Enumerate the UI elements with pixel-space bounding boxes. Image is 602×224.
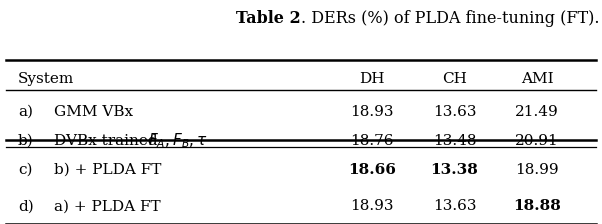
Text: $F_A, F_B, \tau$: $F_A, F_B, \tau$ (147, 131, 208, 150)
Text: 18.93: 18.93 (350, 199, 394, 213)
Text: CH: CH (442, 71, 467, 86)
Text: 20.91: 20.91 (515, 134, 559, 148)
Text: GMM VBx: GMM VBx (54, 105, 134, 119)
Text: 18.99: 18.99 (515, 163, 559, 177)
Text: 13.63: 13.63 (433, 105, 476, 119)
Text: 13.63: 13.63 (433, 199, 476, 213)
Text: 13.38: 13.38 (430, 163, 479, 177)
Text: d): d) (18, 199, 34, 213)
Text: 18.76: 18.76 (350, 134, 394, 148)
Text: b) + PLDA FT: b) + PLDA FT (54, 163, 162, 177)
Text: DVBx trained: DVBx trained (54, 134, 163, 148)
Text: 21.49: 21.49 (515, 105, 559, 119)
Text: a): a) (18, 105, 33, 119)
Text: c): c) (18, 163, 33, 177)
Text: b): b) (18, 134, 34, 148)
Text: System: System (18, 71, 74, 86)
Text: 13.48: 13.48 (433, 134, 476, 148)
Text: AMI: AMI (521, 71, 553, 86)
Text: 18.88: 18.88 (513, 199, 561, 213)
Text: . DERs (%) of PLDA fine-tuning (FT).: . DERs (%) of PLDA fine-tuning (FT). (301, 10, 600, 27)
Text: a) + PLDA FT: a) + PLDA FT (54, 199, 161, 213)
Text: Table 2: Table 2 (236, 10, 301, 27)
Text: 18.66: 18.66 (348, 163, 396, 177)
Text: 18.93: 18.93 (350, 105, 394, 119)
Text: DH: DH (359, 71, 385, 86)
